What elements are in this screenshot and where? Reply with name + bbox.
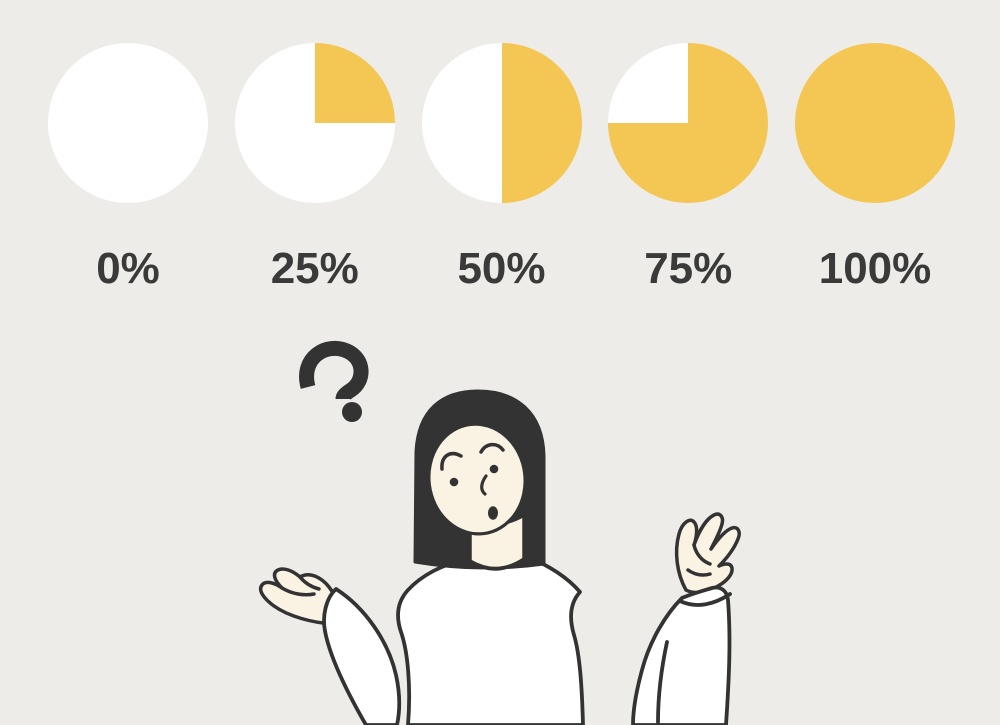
mouth (488, 506, 498, 520)
pie-label-100-percent: 100% (818, 244, 932, 293)
pie-progression-row: 0% 25% 50% 75% 100% (0, 0, 1000, 291)
left-hand (258, 567, 341, 626)
pie-chart-25-percent (234, 43, 395, 203)
question-mark-icon (299, 340, 369, 422)
pie-chart-100-percent (795, 43, 955, 203)
confused-woman-illustration (230, 340, 770, 725)
pie-item-3: 75% (608, 43, 769, 293)
left-sleeve (322, 587, 402, 725)
pie-item-0: 0% (48, 43, 208, 291)
right-hand (674, 512, 741, 595)
pie-label-25-percent: 25% (270, 244, 359, 293)
pie-label-75-percent: 75% (644, 244, 733, 293)
pie-chart-75-percent (608, 43, 769, 203)
left-eye (449, 477, 459, 487)
left-eyebrow (440, 451, 463, 471)
pie-label-50-percent: 50% (457, 244, 546, 293)
pie-chart-0-percent (48, 43, 208, 203)
pie-item-4: 100% (795, 43, 955, 291)
right-sleeve (631, 585, 732, 725)
confused-woman-svg (258, 340, 741, 725)
pie-chart-50-percent (421, 43, 582, 203)
right-eyebrow (479, 442, 505, 454)
nose (480, 474, 488, 496)
right-eye (489, 464, 499, 474)
pie-label-0-percent: 0% (96, 244, 160, 293)
pie-item-2: 50% (421, 43, 582, 293)
pie-item-1: 25% (234, 43, 395, 293)
torso-sweater (396, 554, 585, 725)
face (427, 422, 527, 536)
